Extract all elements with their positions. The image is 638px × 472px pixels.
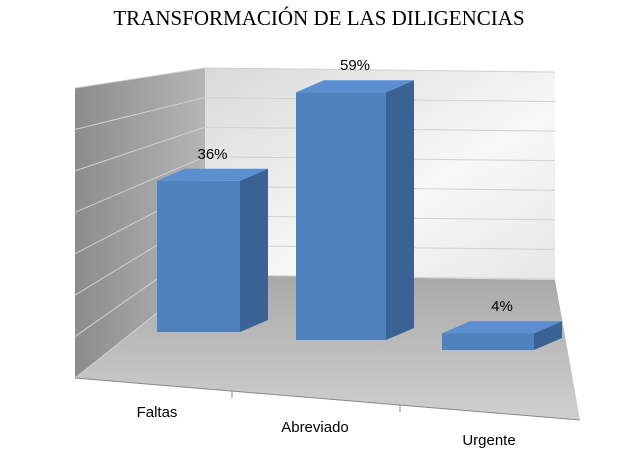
- grid-line: [74, 97, 556, 130]
- bar: [157, 168, 268, 332]
- grid-line: [74, 126, 556, 172]
- bar-side: [240, 168, 268, 332]
- bar-side: [534, 321, 562, 350]
- bar: [442, 321, 562, 350]
- x-tick-label: Abreviado: [281, 419, 349, 436]
- bar: [296, 80, 414, 340]
- x-tick-label: Faltas: [137, 404, 178, 421]
- bar-side: [386, 80, 414, 340]
- data-label: 4%: [491, 298, 513, 315]
- x-tick-label: Urgente: [462, 432, 515, 449]
- floor-front-edge: [74, 377, 581, 421]
- bar-front: [157, 180, 240, 332]
- grid-line: [74, 156, 556, 213]
- bar-front: [296, 92, 386, 340]
- bar-top: [296, 80, 414, 93]
- data-label: 36%: [197, 146, 227, 163]
- grid-line: [74, 67, 556, 89]
- bar-front: [442, 333, 534, 350]
- data-label: 59%: [340, 57, 370, 74]
- bar-top: [442, 321, 562, 334]
- bar-top: [157, 168, 268, 181]
- chart-title: TRANSFORMACIÓN DE LAS DILIGENCIAS: [113, 6, 524, 30]
